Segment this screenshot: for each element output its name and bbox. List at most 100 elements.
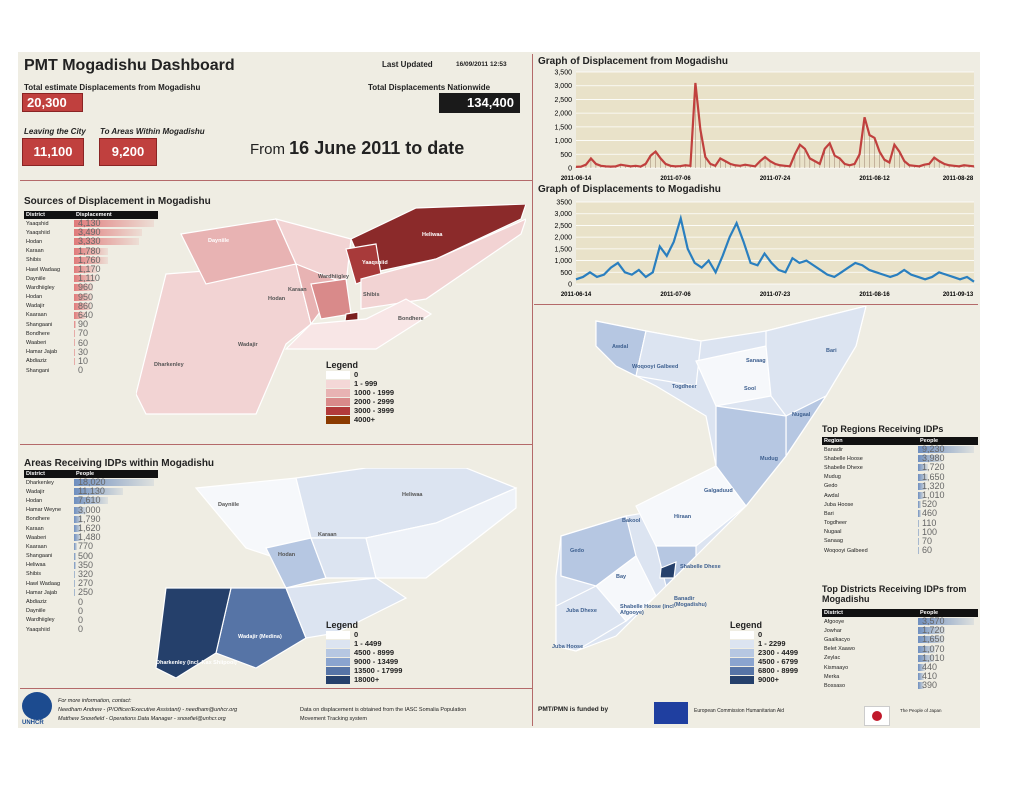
districts-row: Gaalkacyo 1,650 xyxy=(822,635,978,644)
graph-to-plot-area xyxy=(576,202,974,284)
regions-name: Juba Hoose xyxy=(824,501,854,508)
sources-name: Abdiaziz xyxy=(26,358,47,365)
regions-row: Shabelle Hoose 3,980 xyxy=(822,454,978,463)
receiving-row: Shibis 320 xyxy=(24,569,158,579)
receiving-value: 770 xyxy=(78,541,94,552)
graph-from-x-tick: 2011-07-06 xyxy=(660,176,691,182)
map-label: Nugaal xyxy=(792,412,811,418)
districts-value-cell: 1,070 xyxy=(918,644,978,654)
sources-value-cell: 10 xyxy=(74,356,158,366)
graph-from-y-tick: 2,000 xyxy=(554,111,572,118)
receiving-row: Abdiaziz 0 xyxy=(24,597,158,606)
sources-name: Wardhiigley xyxy=(26,284,55,291)
graph-from-x-tick: 2011-06-14 xyxy=(561,176,592,182)
map-label: Hiraan xyxy=(674,514,692,520)
regions-value: 3,980 xyxy=(922,453,945,464)
districts-value: 1,010 xyxy=(922,652,945,663)
districts-value-cell: 1,010 xyxy=(918,652,978,663)
sources-value-cell: 30 xyxy=(74,347,158,357)
sources-value: 1,780 xyxy=(78,245,101,256)
regions-name: Bari xyxy=(824,510,834,517)
date-range: From 16 June 2011 to date xyxy=(250,138,464,159)
regions-table: Region People Banadir 9,230 Shabelle Hoose… xyxy=(822,437,978,555)
map-region xyxy=(715,405,787,507)
receiving-legend-item: 18000+ xyxy=(326,675,402,684)
receiving-legend-item: 4500 - 8999 xyxy=(326,648,402,657)
somalia-legend-label: 1 - 2299 xyxy=(758,639,786,648)
receiving-bar xyxy=(74,524,82,532)
receiving-bar xyxy=(74,552,77,560)
receiving-value-cell: 11,130 xyxy=(74,487,158,496)
graph-from-title: Graph of Displacement from Mogadishu xyxy=(538,56,729,67)
somalia-legend-label: 9000+ xyxy=(758,675,780,684)
receiving-legend-item: 9000 - 13499 xyxy=(326,657,402,666)
sources-value: 1,170 xyxy=(78,264,101,275)
unhcr-logo xyxy=(22,692,52,720)
receiving-bar xyxy=(74,506,88,514)
graph-to-y-tick: 500 xyxy=(560,270,572,277)
receiving-row: Shangaani 500 xyxy=(24,551,158,561)
sources-name: Yaaqshid xyxy=(26,220,49,227)
divider xyxy=(534,304,978,305)
receiving-row: Dharkenley 18,020 xyxy=(24,478,158,487)
regions-col-region: Region xyxy=(822,437,918,445)
receiving-name: Dharkenley xyxy=(26,479,54,486)
sources-bar xyxy=(74,311,87,319)
sources-value-cell: 60 xyxy=(74,338,158,347)
sources-name: Shangani xyxy=(26,367,50,374)
districts-value-cell: 1,650 xyxy=(918,635,978,644)
sources-value: 3,330 xyxy=(78,236,101,247)
graph-to-x-tick: 2011-09-13 xyxy=(943,292,974,298)
sources-row: Bondhere 70 xyxy=(24,329,158,338)
map-label: Karaan xyxy=(318,532,337,538)
regions-value: 1,010 xyxy=(922,490,945,501)
graph-from-y-tick: 3,000 xyxy=(554,83,572,90)
receiving-value-cell: 770 xyxy=(74,542,158,551)
map-label: Shibis xyxy=(363,292,380,298)
regions-value: 1,320 xyxy=(922,480,945,491)
receiving-legend-swatch xyxy=(326,630,350,639)
eu-flag-icon xyxy=(654,702,688,724)
receiving-name: Wadajir xyxy=(26,488,45,495)
sources-value-cell: 950 xyxy=(74,292,158,302)
map-label: Dayniile xyxy=(218,502,240,508)
graph-from-series-line xyxy=(575,82,975,169)
regions-bar xyxy=(918,464,929,472)
regions-name: Mudug xyxy=(824,474,841,481)
somalia-legend-label: 6800 - 8999 xyxy=(758,666,799,675)
sources-name: Shangaani xyxy=(26,321,53,328)
receiving-value: 11,130 xyxy=(78,486,105,497)
sources-legend-label: 3000 - 3999 xyxy=(354,406,395,415)
receiving-value-cell: 0 xyxy=(74,597,158,606)
somalia-map xyxy=(555,306,867,652)
mogadishu-source-map xyxy=(136,204,526,415)
sources-value-cell: 70 xyxy=(74,329,158,338)
receiving-name: Dayniile xyxy=(26,608,46,615)
regions-value: 70 xyxy=(922,535,933,546)
regions-row: Mudug 1,650 xyxy=(822,472,978,482)
regions-name: Awdal xyxy=(824,492,839,499)
map-label: Galgaduud xyxy=(704,488,733,494)
sources-name: Yaaqshiid xyxy=(26,229,50,236)
regions-table-body: Banadir 9,230 Shabelle Hoose 3,980 Shabelle … xyxy=(822,445,978,555)
graph-from-plot-area xyxy=(576,72,974,168)
regions-name: Woqooyi Galbeed xyxy=(824,547,868,554)
sources-value-cell: 1,780 xyxy=(74,245,158,256)
receiving-value: 1,480 xyxy=(78,532,101,543)
receiving-table-body: Dharkenley 18,020 Wadajir 11,130 Hodan 7,610 H… xyxy=(24,478,158,634)
map-label: Hodan xyxy=(278,552,296,558)
dashboard-page: PMT Mogadishu Dashboard Last Updated 16/… xyxy=(18,52,980,728)
graph-to-y-tick: 3,000 xyxy=(554,211,572,218)
date-range-value: 16 June 2011 to date xyxy=(289,138,465,158)
districts-col-district: District xyxy=(822,609,918,617)
map-region xyxy=(635,330,702,387)
sources-row: Shangani 0 xyxy=(24,366,158,375)
map-label: Wadajir xyxy=(238,342,258,348)
sources-bar xyxy=(74,265,97,273)
sources-value-cell: 90 xyxy=(74,320,158,329)
regions-value-cell: 1,650 xyxy=(918,472,978,482)
graph-from-y-tick: 0 xyxy=(568,166,572,173)
sources-legend-label: 4000+ xyxy=(354,415,376,424)
graph-from-y-tick: 1,500 xyxy=(554,124,572,131)
